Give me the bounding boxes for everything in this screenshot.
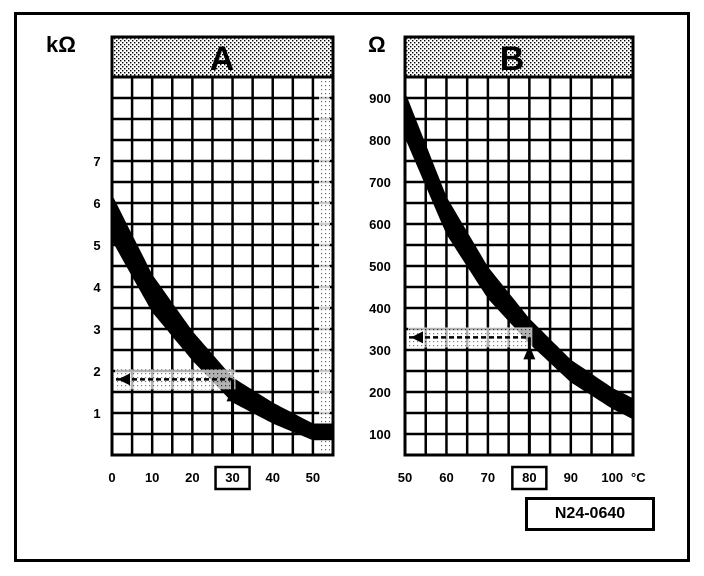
panel-a-x-ticks: 0 10 20 30 40 50: [108, 465, 320, 491]
y-tick-label: 7: [93, 154, 100, 169]
panel-a-resistance-band: [112, 194, 333, 441]
x-tick-highlight-box: [511, 465, 548, 491]
y-tick-label: 300: [369, 343, 391, 358]
x-tick-label: 100: [601, 470, 623, 485]
y-tick-label: 2: [93, 364, 100, 379]
panel-b: B Ω 100 200 300 400 500 600 700 800 900 50 60 70 80…: [368, 32, 646, 491]
panel-a: A kΩ 1 2 3 4 5 6 7 0 10 20 30 40 50: [46, 32, 335, 491]
panel-b-title-bar: [403, 35, 635, 79]
panel-a-curve-layer: [112, 194, 333, 441]
x-tick-label: 80: [522, 470, 536, 485]
reading-up-arrow: [523, 345, 536, 360]
panel-b-resistance-band: [405, 91, 633, 420]
x-tick-label: 50: [306, 470, 320, 485]
panel-b-unit-label: Ω: [368, 32, 386, 57]
y-tick-label: 800: [369, 133, 391, 148]
panel-b-title: B: [500, 40, 525, 78]
y-tick-label: 500: [369, 259, 391, 274]
x-tick-label: 40: [265, 470, 279, 485]
y-tick-label: 600: [369, 217, 391, 232]
panel-b-reading-layer: [408, 327, 536, 455]
x-tick-label: 90: [564, 470, 578, 485]
x-tick-label: 10: [145, 470, 159, 485]
y-tick-label: 3: [93, 322, 100, 337]
reading-left-arrow: [118, 373, 130, 386]
panel-b-y-ticks: 100 200 300 400 500 600 700 800 900: [369, 91, 391, 442]
y-tick-label: 1: [93, 406, 100, 421]
y-tick-label: 4: [93, 280, 101, 295]
x-tick-label: 50: [398, 470, 412, 485]
reading-highlight-strip: [408, 327, 533, 348]
x-tick-highlight-box: [214, 465, 251, 491]
y-tick-label: 6: [93, 196, 100, 211]
panel-a-title: A: [210, 40, 235, 78]
y-tick-label: 100: [369, 427, 391, 442]
x-tick-label: 0: [108, 470, 115, 485]
panel-a-y-ticks: 1 2 3 4 5 6 7: [93, 154, 101, 421]
y-tick-label: 900: [369, 91, 391, 106]
figure-reference: N24-0640: [525, 497, 655, 531]
x-tick-label: 70: [481, 470, 495, 485]
panel-a-unit-label: kΩ: [46, 32, 76, 57]
reading-up-arrow: [226, 387, 239, 402]
y-tick-label: 700: [369, 175, 391, 190]
panel-a-side-strip: [319, 79, 330, 453]
panel-b-curve-layer: [405, 91, 633, 420]
x-tick-label: 20: [185, 470, 199, 485]
panel-b-x-unit: °C: [631, 470, 646, 485]
y-tick-label: 5: [93, 238, 100, 253]
reading-left-arrow: [411, 331, 423, 344]
y-tick-label: 400: [369, 301, 391, 316]
x-tick-label: 30: [225, 470, 239, 485]
panel-b-x-ticks: 50 60 70 80 90 100: [398, 465, 623, 491]
x-tick-label: 60: [439, 470, 453, 485]
y-tick-label: 200: [369, 385, 391, 400]
panel-a-reading-layer: [115, 369, 239, 455]
